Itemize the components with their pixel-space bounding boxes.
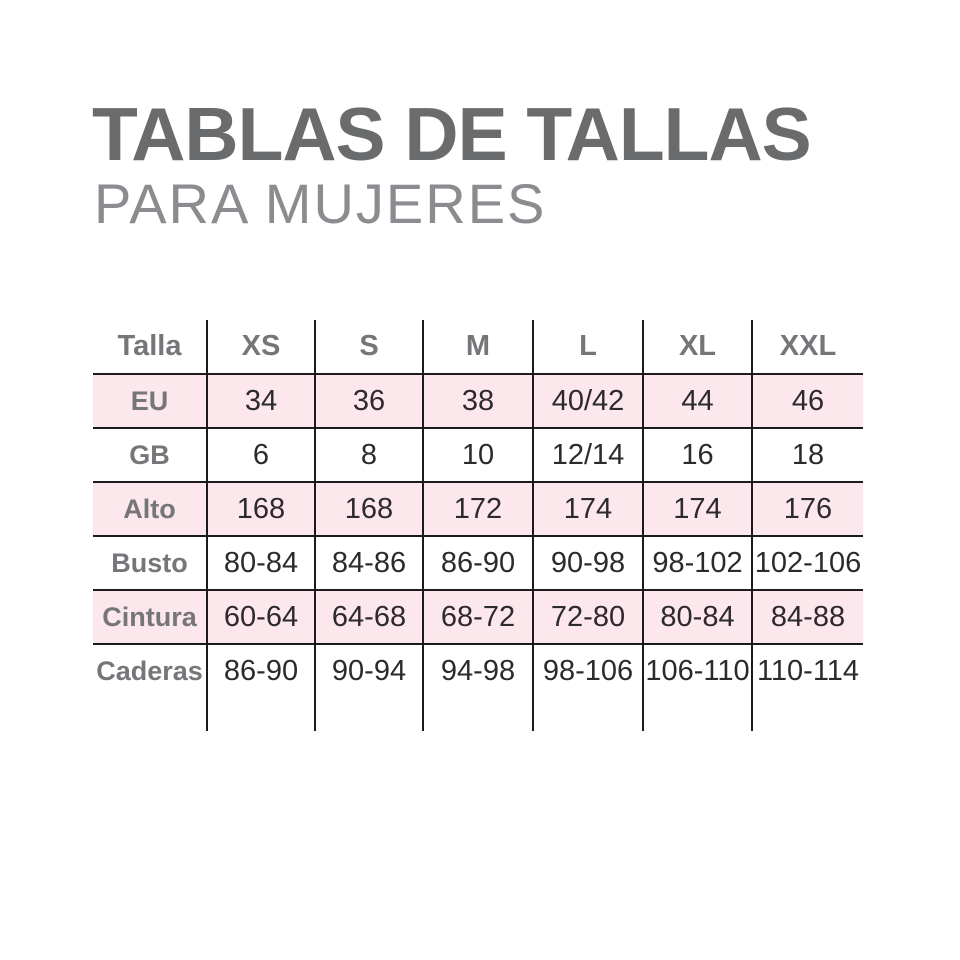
table-cell: 84-88 bbox=[770, 600, 846, 633]
table-cell: 106-110 bbox=[643, 644, 753, 731]
row-label-cell: EU bbox=[93, 374, 208, 428]
table-cell: 174 bbox=[533, 482, 644, 536]
table-cell: 86-90 bbox=[423, 536, 534, 590]
row-label-cell: Cintura bbox=[93, 590, 208, 644]
column-header-xxl: XXL bbox=[779, 330, 837, 362]
table-cell: 18 bbox=[791, 438, 825, 471]
table-cell: 38 bbox=[423, 374, 534, 428]
table-cell: 90-94 bbox=[315, 644, 424, 731]
size-table: Talla XS S M L XL XXL EU 34 36 38 40/42 … bbox=[93, 320, 863, 731]
table-cell: 64-68 bbox=[315, 590, 424, 644]
column-header-xl: XL bbox=[643, 320, 753, 374]
table-row-caderas: Caderas 86-90 90-94 94-98 98-106 106-110… bbox=[93, 644, 863, 731]
page-subtitle: PARA MUJERES bbox=[94, 172, 547, 235]
table-cell: 98-106 bbox=[533, 644, 644, 731]
table-row-cintura: Cintura 60-64 64-68 68-72 72-80 80-84 84… bbox=[93, 590, 863, 644]
table-row-alto: Alto 168 168 172 174 174 176 bbox=[93, 482, 863, 536]
table-row-busto: Busto 80-84 84-86 86-90 90-98 98-102 102… bbox=[93, 536, 863, 590]
table-cell: 172 bbox=[423, 482, 534, 536]
table-cell: 176 bbox=[783, 492, 833, 525]
table-cell: 34 bbox=[207, 374, 316, 428]
table-cell: 86-90 bbox=[207, 644, 316, 731]
table-cell: 46 bbox=[791, 384, 825, 417]
table-cell: 168 bbox=[207, 482, 316, 536]
table-cell: 90-98 bbox=[533, 536, 644, 590]
table-cell: 72-80 bbox=[533, 590, 644, 644]
column-header-talla: Talla bbox=[93, 320, 208, 374]
table-cell: 40/42 bbox=[533, 374, 644, 428]
table-cell: 102-106 bbox=[754, 546, 862, 579]
row-label-cell: GB bbox=[93, 428, 208, 482]
table-cell: 98-102 bbox=[643, 536, 753, 590]
table-cell: 80-84 bbox=[643, 590, 753, 644]
table-cell: 16 bbox=[643, 428, 753, 482]
column-header-m: M bbox=[423, 320, 534, 374]
table-cell: 174 bbox=[643, 482, 753, 536]
column-header-xs: XS bbox=[207, 320, 316, 374]
table-cell: 80-84 bbox=[207, 536, 316, 590]
table-cell: 68-72 bbox=[423, 590, 534, 644]
table-cell: 60-64 bbox=[207, 590, 316, 644]
table-cell: 168 bbox=[315, 482, 424, 536]
row-label-cell: Busto bbox=[93, 536, 208, 590]
table-cell: 110-114 bbox=[756, 655, 860, 687]
page-title: TABLAS DE TALLAS bbox=[92, 92, 812, 176]
table-row-eu: EU 34 36 38 40/42 44 46 bbox=[93, 374, 863, 428]
column-header-l: L bbox=[533, 320, 644, 374]
table-cell: 10 bbox=[423, 428, 534, 482]
table-cell: 12/14 bbox=[533, 428, 644, 482]
table-cell: 6 bbox=[207, 428, 316, 482]
row-label-cell: Caderas bbox=[93, 644, 208, 731]
table-header-row: Talla XS S M L XL XXL bbox=[93, 320, 863, 374]
table-cell: 36 bbox=[315, 374, 424, 428]
table-cell: 94-98 bbox=[423, 644, 534, 731]
row-label-cell: Alto bbox=[93, 482, 208, 536]
table-cell: 8 bbox=[315, 428, 424, 482]
table-row-gb: GB 6 8 10 12/14 16 18 bbox=[93, 428, 863, 482]
table-cell: 44 bbox=[643, 374, 753, 428]
column-header-s: S bbox=[315, 320, 424, 374]
table-cell: 84-86 bbox=[315, 536, 424, 590]
